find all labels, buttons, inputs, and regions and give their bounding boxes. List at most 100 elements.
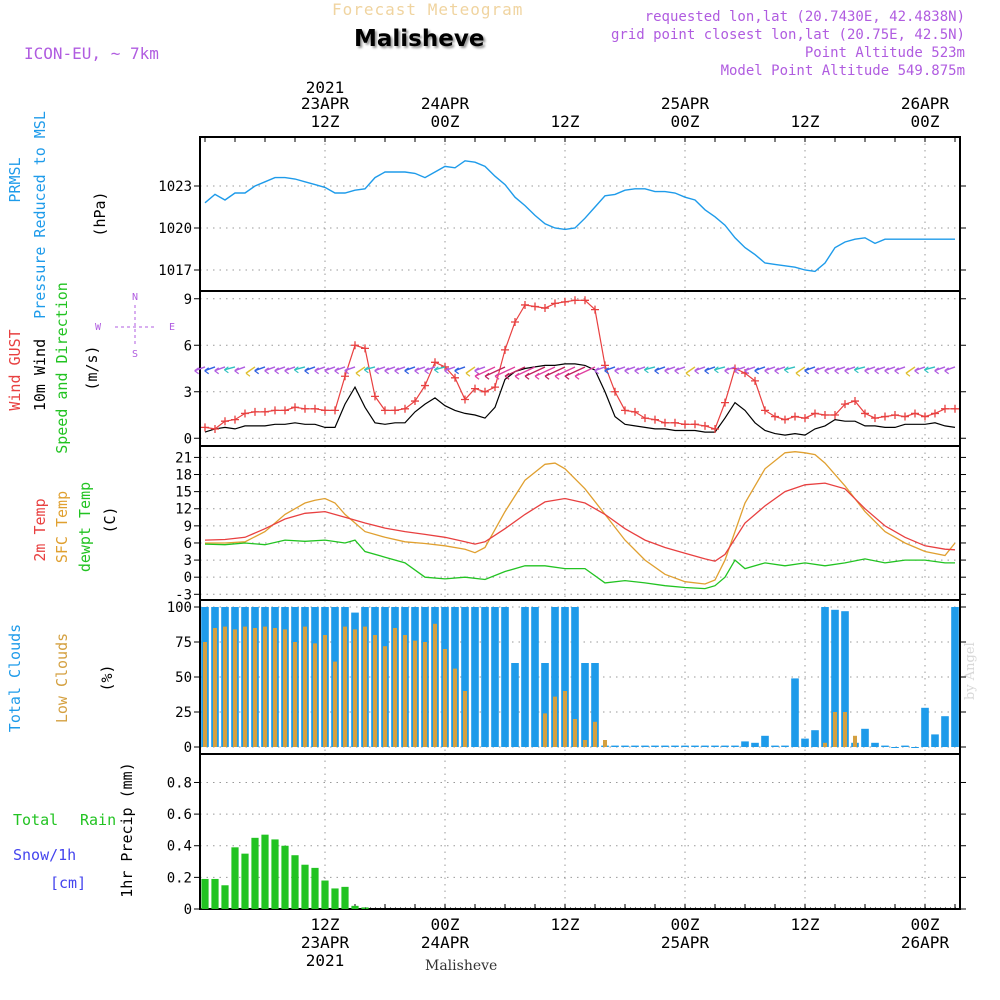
time-label-bottom: 12Z (311, 915, 340, 934)
compass-cross (115, 305, 155, 347)
wind-arrowhead (284, 367, 290, 375)
wind-arrowhead (795, 369, 801, 377)
total-cloud-bar (921, 707, 929, 747)
gust-marker (881, 412, 889, 421)
wind-arrowhead (524, 372, 530, 380)
gust-marker (381, 406, 389, 415)
wind-arrowhead (824, 367, 830, 375)
rain-bar (321, 880, 329, 909)
gust-marker (421, 381, 429, 390)
wind-direction-arrow (504, 366, 526, 377)
total-cloud-bar (911, 747, 919, 748)
time-label-bottom: 25APR (661, 933, 710, 952)
gust-line (204, 299, 955, 430)
total-rain-label: Total (13, 811, 58, 829)
total-cloud-bar (751, 742, 759, 747)
total-cloud-bar (611, 745, 619, 747)
total-cloud-bar (581, 663, 589, 747)
y-tick-label: 18 (175, 468, 192, 484)
precip-frame (199, 753, 961, 910)
gust-marker (261, 407, 269, 416)
wind-direction-arrow (474, 366, 496, 377)
time-label-bottom: 00Z (671, 915, 700, 934)
wind-arrowhead (274, 367, 280, 375)
total-cloud-bar (741, 741, 749, 747)
total-cloud-bar (701, 745, 709, 747)
wind-direction-arrow (854, 366, 866, 371)
gust-marker (391, 406, 399, 415)
gust-marker (621, 406, 629, 415)
wind-arrowhead (304, 367, 310, 375)
gust-marker (341, 372, 349, 381)
rain-bar (271, 839, 279, 909)
temp-unit-label: (C) (101, 506, 119, 533)
total-cloud-bar (771, 745, 779, 747)
wind-arrowhead (214, 367, 220, 375)
wind-arrowhead (334, 367, 340, 375)
time-label-top: 24APR (421, 94, 470, 113)
low-cloud-bar (393, 628, 397, 747)
total-cloud-bar (811, 730, 819, 747)
wind-arrowhead (894, 367, 900, 375)
gust-marker (251, 407, 259, 416)
gust-marker (561, 297, 569, 306)
wind-arrowhead (234, 367, 240, 375)
low-cloud-bar (283, 629, 287, 747)
wind-direction-arrow (224, 366, 236, 371)
wind-arrowhead (674, 367, 680, 375)
wind-arrowhead (924, 366, 929, 374)
pressure-panel: 1017 1020 1023 (158, 136, 966, 292)
low-cloud-bar (593, 721, 597, 747)
time-label-top: 12Z (311, 112, 340, 131)
gust-marker (781, 415, 789, 424)
gust-marker (371, 392, 379, 401)
low-cloud-bar (833, 712, 837, 747)
total-rain-label: Rain (80, 811, 116, 829)
wind-arrowhead (454, 367, 460, 375)
wind-arrowhead (355, 369, 361, 377)
gust-marker (291, 403, 299, 412)
gust-marker (911, 409, 919, 418)
low-cloud-bar (343, 626, 347, 747)
total-cloud-bar (551, 607, 559, 747)
low-cloud-bar (313, 643, 317, 747)
gust-marker (311, 404, 319, 413)
gust-marker (231, 415, 239, 424)
gust-marker (841, 400, 849, 409)
low-cloud-bar (233, 629, 237, 747)
wind-arrowhead (474, 372, 480, 380)
wind-arrowhead (784, 366, 789, 374)
low-cloud-bar (363, 626, 367, 747)
total-cloud-bar (781, 745, 789, 747)
wind-arrowhead (884, 367, 890, 375)
y-tick-label: 0 (184, 570, 192, 586)
compass-e: E (169, 322, 175, 333)
footer-location: Malisheve (425, 958, 498, 974)
total-cloud-bar (711, 745, 719, 747)
clouds-unit-label: (%) (98, 664, 116, 691)
time-label-bottom: 26APR (901, 933, 950, 952)
total-cloud-bar (511, 663, 519, 747)
wind-arrowhead (644, 366, 649, 374)
gust-marker (691, 420, 699, 429)
wind-direction-arrow (644, 366, 656, 371)
precip-unit-label: 1hr Precip (mm) (118, 762, 136, 897)
total-cloud-bar (691, 745, 699, 747)
time-label-top: 25APR (661, 94, 710, 113)
y-tick-label: 0.8 (167, 775, 192, 791)
gust-marker (401, 404, 409, 413)
wind-arrowhead (534, 372, 540, 380)
wind-direction-arrow (714, 366, 726, 371)
wind-arrowhead (474, 367, 480, 375)
wind-arrowhead (814, 367, 820, 375)
gust-marker (321, 406, 329, 415)
total-cloud-bar (821, 607, 829, 747)
wind-arrowhead (314, 367, 320, 375)
wind-direction-arrow (924, 366, 936, 371)
rain-bar (341, 886, 349, 909)
y-tick-label: 21 (175, 450, 192, 466)
rain-bar (311, 867, 319, 909)
total-cloud-bar (931, 734, 939, 747)
wind-arrowhead (734, 367, 740, 375)
gust-marker (411, 397, 419, 406)
